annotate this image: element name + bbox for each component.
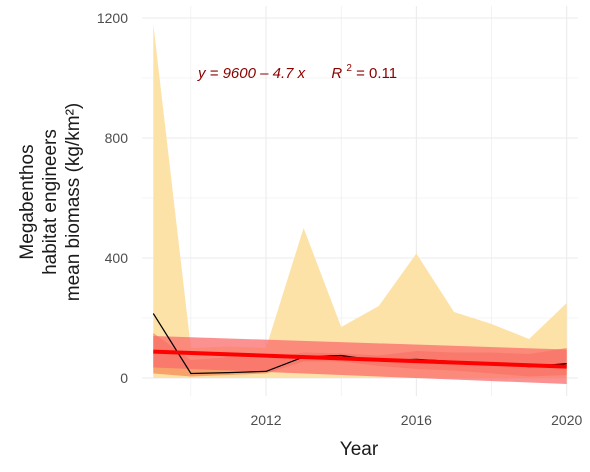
y-axis-title-line-1: Megabenthos	[17, 144, 38, 259]
equation-text: y = 9600 – 4.7 x	[197, 65, 306, 82]
trend-line	[153, 349, 567, 369]
y-tick-label: 800	[105, 130, 129, 146]
y-axis-title: Megabenthos habitat engineers mean bioma…	[17, 103, 84, 302]
x-tick-label: 2012	[250, 412, 281, 428]
x-axis-title: Year	[340, 439, 379, 460]
y-tick-label: 1200	[97, 10, 128, 26]
regression-annotation: y = 9600 – 4.7 x R 2 = 0.11	[197, 58, 397, 82]
r2-superscript: 2	[346, 63, 352, 74]
x-tick-label: 2016	[401, 412, 432, 428]
tick-labels: 0 400 800 1200 2012 2016 2020	[97, 10, 583, 428]
r2-label: R	[331, 65, 342, 82]
y-tick-label: 0	[120, 370, 128, 386]
lines	[152, 313, 567, 375]
r2-value: = 0.11	[356, 65, 397, 82]
grid	[142, 6, 578, 396]
outer-range-band	[153, 24, 567, 378]
y-axis-title-line-2: habitat engineers	[40, 129, 61, 275]
y-axis-title-line-3: mean biomass (kg/km²)	[63, 103, 84, 302]
x-tick-label: 2020	[551, 412, 582, 428]
y-tick-label: 400	[105, 250, 129, 266]
